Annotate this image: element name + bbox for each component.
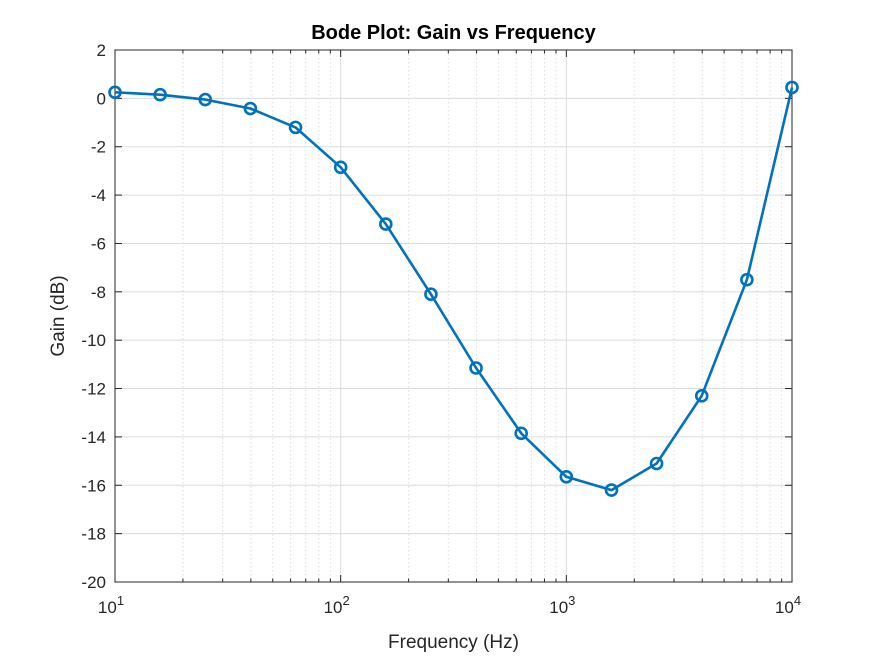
x-tick-label: 102 xyxy=(324,593,350,617)
y-tick-label: -12 xyxy=(81,380,106,399)
y-tick-label: 0 xyxy=(97,89,106,108)
axes-frame xyxy=(114,49,793,583)
x-axis-label: Frequency (Hz) xyxy=(388,632,519,653)
series-layer xyxy=(108,80,799,497)
data-point xyxy=(243,101,258,116)
axis-ticks: 101 102 103 104 2 0 -2 -4 -6 -8 -10 -12 -14 -16 -18 -20 xyxy=(81,41,801,617)
y-tick-label: -10 xyxy=(81,331,106,350)
y-tick-label: -14 xyxy=(81,428,106,447)
chart-title: Bode Plot: Gain vs Frequency xyxy=(311,22,596,44)
data-point xyxy=(649,456,664,471)
data-point xyxy=(694,388,709,403)
data-point xyxy=(153,87,167,102)
y-tick-label: -2 xyxy=(91,138,106,157)
data-point xyxy=(333,160,348,175)
y-tick-label: -8 xyxy=(91,283,106,302)
minor-grid xyxy=(182,50,783,582)
y-axis-label: Gain (dB) xyxy=(48,275,69,356)
data-point xyxy=(514,426,529,441)
data-point xyxy=(424,287,438,302)
y-tick-label: -16 xyxy=(81,476,106,495)
y-tick-label: -4 xyxy=(91,186,106,205)
y-tick-label: -6 xyxy=(91,234,106,253)
axes-box xyxy=(114,49,793,583)
data-point xyxy=(740,272,754,287)
data-point xyxy=(604,483,619,497)
data-point xyxy=(108,85,122,100)
series-line xyxy=(114,87,794,492)
data-point xyxy=(469,361,483,375)
x-tick-label: 103 xyxy=(549,593,575,617)
data-point xyxy=(288,120,303,135)
x-tick-label: 101 xyxy=(98,593,124,617)
x-tick-label: 104 xyxy=(775,593,801,617)
data-point xyxy=(379,217,393,231)
y-tick-label: 2 xyxy=(97,41,106,60)
plot-background xyxy=(115,50,792,582)
data-point xyxy=(559,470,574,484)
data-point xyxy=(198,92,213,107)
data-point xyxy=(785,80,799,95)
y-tick-label: -18 xyxy=(81,525,106,544)
y-tick-label: -20 xyxy=(81,573,106,592)
